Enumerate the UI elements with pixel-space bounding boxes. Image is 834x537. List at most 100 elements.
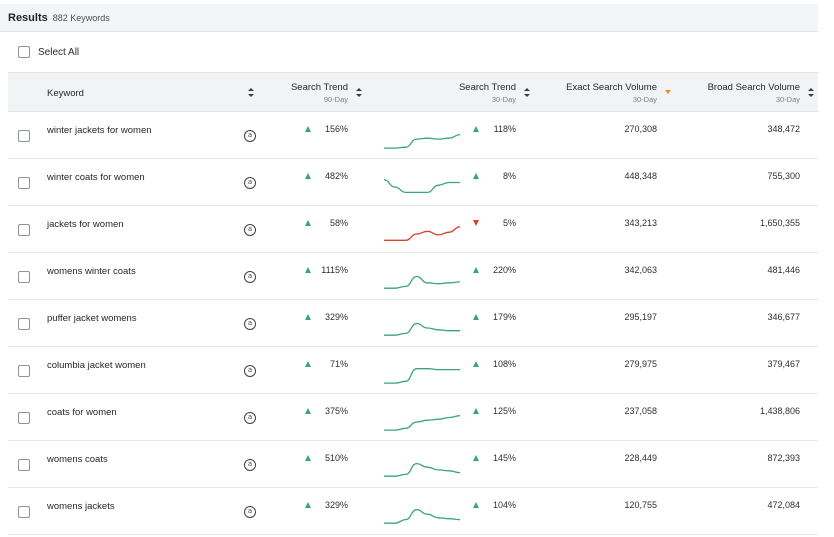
column-header-keyword-label: Keyword	[47, 87, 84, 99]
sparkline-path	[384, 415, 460, 431]
trend90-value: 1115%	[321, 265, 348, 275]
trend90-up-icon	[305, 502, 311, 508]
amazon-badge-icon[interactable]: a	[244, 318, 256, 330]
keyword-cell[interactable]: womens jackets	[47, 501, 115, 512]
exact-volume-value: 120,755	[624, 500, 657, 510]
exact-volume-value: 343,213	[624, 218, 657, 228]
table-row[interactable]: womens jackets a 329% 104% 120,755 472,084	[8, 488, 818, 535]
row-checkbox[interactable]	[18, 318, 30, 330]
sort-trend30-icon[interactable]	[524, 88, 530, 98]
trend30-direction-icon	[473, 408, 479, 414]
sparkline-path	[384, 275, 460, 289]
column-header-broad-volume-label: Broad Search Volume	[707, 82, 800, 93]
select-all-checkbox[interactable]	[18, 46, 30, 58]
sparkline-path	[384, 322, 460, 336]
trend30-value: 220%	[492, 265, 516, 275]
select-all-label[interactable]: Select All	[38, 46, 80, 58]
sparkline-path	[384, 462, 460, 477]
amazon-badge-icon[interactable]: a	[244, 459, 256, 471]
amazon-badge-icon[interactable]: a	[244, 365, 256, 377]
sparkline-path	[384, 509, 460, 524]
trend30-value: 104%	[492, 500, 516, 510]
column-header-broad-volume[interactable]: Broad Search Volume 30-Day	[708, 73, 800, 113]
trend30-value: 125%	[492, 406, 516, 416]
column-header-trend90[interactable]: Search Trend 90-Day	[291, 73, 348, 113]
sparkline-path	[384, 179, 460, 194]
row-checkbox[interactable]	[18, 459, 30, 471]
keyword-cell[interactable]: puffer jacket womens	[47, 313, 137, 324]
exact-volume-value: 228,449	[624, 453, 657, 463]
table-row[interactable]: winter jackets for women a 156% 118% 270,308…	[8, 112, 818, 159]
broad-volume-value: 481,446	[767, 265, 800, 275]
trend-sparkline	[384, 275, 460, 289]
sort-trend90-icon[interactable]	[356, 88, 362, 98]
table-row[interactable]: womens coats a 510% 145% 228,449 872,393	[8, 441, 818, 488]
amazon-badge-icon[interactable]: a	[244, 224, 256, 236]
keyword-cell[interactable]: winter jackets for women	[47, 125, 152, 136]
row-checkbox[interactable]	[18, 177, 30, 189]
column-header-exact-volume[interactable]: Exact Search Volume 30-Day	[566, 73, 657, 113]
column-header-keyword[interactable]: Keyword	[47, 73, 84, 113]
keyword-cell[interactable]: womens coats	[47, 454, 108, 465]
trend30-direction-icon	[473, 126, 479, 132]
sparkline-path	[384, 368, 460, 384]
column-header-broad-volume-sub: 30-Day	[775, 95, 800, 104]
trend90-value: 482%	[324, 171, 348, 181]
trend90-up-icon	[305, 220, 311, 226]
sort-keyword-icon[interactable]	[248, 88, 254, 98]
trend30-direction-icon	[473, 361, 479, 367]
trend30-direction-icon	[473, 173, 479, 179]
trend90-value: 71%	[329, 359, 348, 369]
table-row[interactable]: winter coats for women a 482% 8% 448,348 755,…	[8, 159, 818, 206]
broad-volume-value: 872,393	[767, 453, 800, 463]
exact-volume-value: 279,975	[624, 359, 657, 369]
exact-volume-value: 237,058	[624, 406, 657, 416]
keyword-cell[interactable]: womens winter coats	[47, 266, 136, 277]
trend30-direction-icon	[473, 267, 479, 273]
amazon-badge-icon[interactable]: a	[244, 130, 256, 142]
trend90-up-icon	[305, 455, 311, 461]
trend-sparkline	[384, 322, 460, 336]
sort-broad-volume-icon[interactable]	[808, 88, 814, 98]
keyword-cell[interactable]: winter coats for women	[47, 172, 145, 183]
exact-volume-value: 342,063	[624, 265, 657, 275]
table-row[interactable]: jackets for women a 58% 5% 343,213 1,650,355	[8, 206, 818, 253]
exact-volume-value: 270,308	[624, 124, 657, 134]
table-row[interactable]: puffer jacket womens a 329% 179% 295,197 346,…	[8, 300, 818, 347]
results-title: Results	[8, 11, 48, 24]
row-checkbox[interactable]	[18, 271, 30, 283]
keyword-cell[interactable]: coats for women	[47, 407, 117, 418]
keyword-cell[interactable]: columbia jacket women	[47, 360, 146, 371]
column-header-trend30[interactable]: Search Trend 30-Day	[459, 73, 516, 113]
amazon-badge-icon[interactable]: a	[244, 412, 256, 424]
row-checkbox[interactable]	[18, 506, 30, 518]
amazon-badge-icon[interactable]: a	[244, 271, 256, 283]
table-row[interactable]: columbia jacket women a 71% 108% 279,975 379,…	[8, 347, 818, 394]
select-all-row: Select All	[8, 32, 818, 72]
row-checkbox[interactable]	[18, 412, 30, 424]
trend90-up-icon	[305, 126, 311, 132]
trend30-direction-icon	[473, 502, 479, 508]
sparkline-path	[384, 226, 460, 241]
row-checkbox[interactable]	[18, 365, 30, 377]
trend90-value: 375%	[324, 406, 348, 416]
column-header-exact-volume-sub: 30-Day	[632, 95, 657, 104]
table-header: Keyword Search Trend 90-Day Search Trend…	[8, 72, 818, 112]
amazon-badge-icon[interactable]: a	[244, 177, 256, 189]
broad-volume-value: 348,472	[767, 124, 800, 134]
broad-volume-value: 755,300	[767, 171, 800, 181]
trend-sparkline	[384, 179, 460, 194]
broad-volume-value: 1,438,806	[759, 406, 800, 416]
sparkline-path	[384, 133, 460, 149]
keyword-cell[interactable]: jackets for women	[47, 219, 124, 230]
row-checkbox[interactable]	[18, 224, 30, 236]
sort-exact-volume-active-icon[interactable]	[665, 90, 671, 94]
row-checkbox[interactable]	[18, 130, 30, 142]
table-row[interactable]: womens winter coats a 1115% 220% 342,063 481,…	[8, 253, 818, 300]
trend-sparkline	[384, 226, 460, 241]
amazon-badge-icon[interactable]: a	[244, 506, 256, 518]
trend-sparkline	[384, 133, 460, 149]
broad-volume-value: 346,677	[767, 312, 800, 322]
table-row[interactable]: coats for women a 375% 125% 237,058 1,438,806	[8, 394, 818, 441]
trend90-value: 329%	[324, 312, 348, 322]
